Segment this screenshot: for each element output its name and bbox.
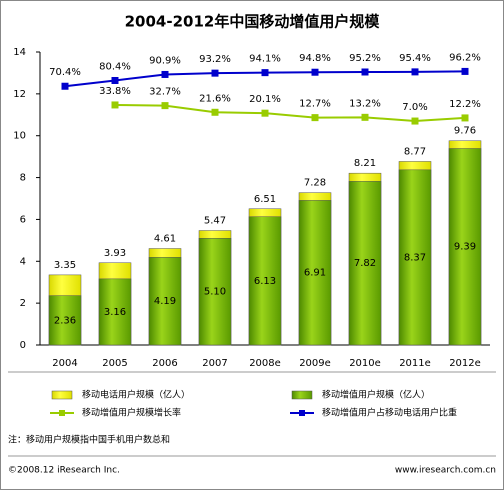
data-label: 3.93 bbox=[104, 248, 126, 259]
marker bbox=[111, 101, 119, 109]
source: ©2008.12 iResearch Inc. bbox=[8, 466, 120, 476]
data-label: 7.82 bbox=[354, 258, 376, 269]
data-label: 94.1% bbox=[249, 54, 281, 65]
data-label: 20.1% bbox=[249, 94, 281, 105]
data-label: 5.47 bbox=[204, 216, 226, 227]
data-label: 8.37 bbox=[404, 252, 426, 263]
marker bbox=[261, 69, 269, 77]
marker bbox=[211, 69, 219, 77]
marker bbox=[211, 108, 219, 116]
x-tick-label: 2008e bbox=[249, 358, 281, 369]
data-label: 5.10 bbox=[204, 287, 226, 298]
bar bbox=[248, 216, 282, 346]
bar bbox=[48, 295, 82, 346]
data-label: 12.7% bbox=[299, 99, 331, 110]
data-label: 21.6% bbox=[199, 93, 231, 104]
x-tick-label: 2009e bbox=[299, 358, 331, 369]
legend-label: 移动增值用户规模增长率 bbox=[82, 407, 181, 419]
y-tick-label: 12 bbox=[13, 89, 26, 100]
bar bbox=[348, 181, 382, 346]
data-label: 96.2% bbox=[449, 52, 481, 63]
marker bbox=[111, 76, 119, 84]
marker bbox=[61, 82, 69, 90]
data-label: 95.4% bbox=[399, 53, 431, 64]
data-label: 8.21 bbox=[354, 158, 376, 169]
data-label: 12.2% bbox=[449, 99, 481, 110]
x-tick-label: 2004 bbox=[52, 358, 77, 369]
legend-label: 移动增值用户占移动电话用户比重 bbox=[322, 407, 457, 419]
legend-label: 移动增值用户规模（亿人） bbox=[322, 389, 430, 401]
data-label: 9.39 bbox=[454, 242, 476, 253]
data-label: 80.4% bbox=[99, 61, 131, 72]
x-tick-label: 2011e bbox=[399, 358, 431, 369]
y-tick-label: 0 bbox=[20, 340, 26, 351]
note: 注：移动用户规模指中国手机用户数总和 bbox=[8, 434, 170, 446]
y-tick-label: 4 bbox=[20, 256, 26, 267]
bar bbox=[198, 238, 232, 346]
data-label: 33.8% bbox=[99, 86, 131, 97]
line bbox=[114, 103, 466, 123]
bar bbox=[298, 200, 332, 346]
legend-swatch bbox=[59, 410, 65, 416]
data-label: 6.13 bbox=[254, 276, 276, 287]
bar bbox=[98, 278, 132, 346]
data-label: 4.61 bbox=[154, 234, 176, 245]
data-label: 2.36 bbox=[54, 315, 76, 326]
data-label: 95.2% bbox=[349, 53, 381, 64]
marker bbox=[361, 113, 369, 121]
marker bbox=[361, 68, 369, 76]
website: www.iresearch.com.cn bbox=[395, 466, 496, 476]
y-tick-label: 10 bbox=[13, 131, 26, 142]
legend-swatch bbox=[291, 390, 313, 400]
data-label: 94.8% bbox=[299, 53, 331, 64]
legend-label: 移动电话用户规模（亿人） bbox=[82, 389, 190, 401]
x-tick-label: 2007 bbox=[202, 358, 227, 369]
marker bbox=[411, 68, 419, 76]
data-label: 90.9% bbox=[149, 55, 181, 66]
data-label: 32.7% bbox=[149, 87, 181, 98]
bar bbox=[398, 169, 432, 346]
marker bbox=[411, 117, 419, 125]
data-label: 3.35 bbox=[54, 260, 76, 271]
bar bbox=[448, 148, 482, 346]
x-tick-label: 2010e bbox=[349, 358, 381, 369]
data-label: 7.28 bbox=[304, 178, 326, 189]
marker bbox=[161, 102, 169, 110]
legend-swatch bbox=[51, 390, 73, 400]
x-tick-label: 2012e bbox=[449, 358, 481, 369]
data-label: 93.2% bbox=[199, 54, 231, 65]
marker bbox=[311, 68, 319, 76]
marker bbox=[161, 70, 169, 78]
data-label: 6.91 bbox=[304, 268, 326, 279]
y-tick-label: 6 bbox=[20, 214, 26, 225]
y-tick-label: 2 bbox=[20, 298, 26, 309]
data-label: 70.4% bbox=[49, 67, 81, 78]
data-label: 6.51 bbox=[254, 194, 276, 205]
data-label: 4.19 bbox=[154, 296, 176, 307]
data-label: 7.0% bbox=[402, 102, 427, 113]
data-label: 8.77 bbox=[404, 146, 426, 157]
x-tick-label: 2006 bbox=[152, 358, 177, 369]
legend-swatch bbox=[299, 410, 305, 416]
data-label: 3.16 bbox=[104, 307, 126, 318]
marker bbox=[461, 67, 469, 75]
bar bbox=[148, 257, 182, 346]
x-tick-label: 2005 bbox=[102, 358, 127, 369]
y-tick-label: 8 bbox=[20, 173, 26, 184]
data-label: 13.2% bbox=[349, 98, 381, 109]
marker bbox=[311, 114, 319, 122]
marker bbox=[461, 114, 469, 122]
marker bbox=[261, 109, 269, 117]
y-tick-label: 14 bbox=[13, 47, 26, 58]
chart-title: 2004-2012年中国移动增值用户规模 bbox=[125, 13, 381, 31]
data-label: 9.76 bbox=[454, 126, 476, 137]
